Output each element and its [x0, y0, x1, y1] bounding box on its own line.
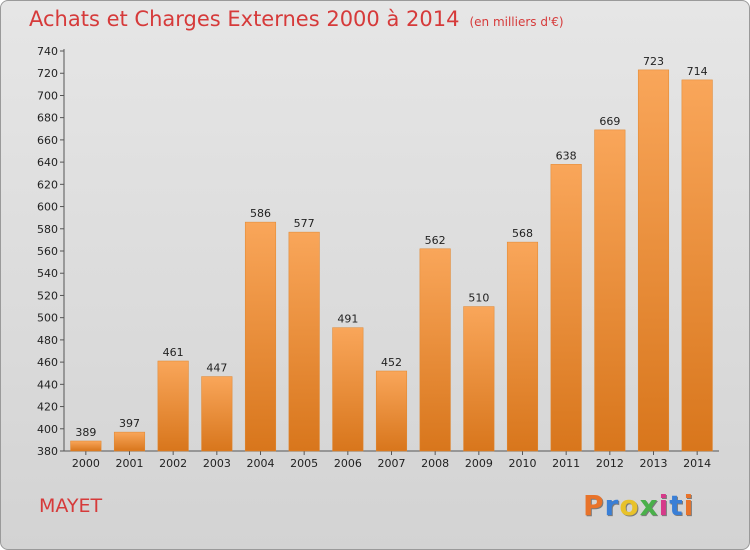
y-tick-label: 620 — [37, 178, 58, 191]
bar-2004 — [244, 221, 277, 452]
bar-2011 — [550, 164, 582, 452]
value-label-2002: 461 — [163, 346, 184, 359]
value-label-2012: 669 — [599, 115, 620, 128]
x-tick-label: 2000 — [72, 457, 100, 470]
value-label-2014: 714 — [687, 65, 708, 78]
y-tick-label: 660 — [37, 134, 58, 147]
bar-2005 — [288, 231, 320, 452]
value-label-2003: 447 — [206, 362, 227, 375]
bar-2002 — [157, 360, 189, 452]
y-tick-label: 420 — [37, 401, 58, 414]
y-tick-label: 480 — [37, 334, 58, 347]
x-tick-label: 2001 — [116, 457, 144, 470]
chart-title: Achats et Charges Externes 2000 à 2014 (e… — [29, 7, 564, 31]
bar-2006 — [332, 327, 364, 452]
y-tick-label: 720 — [37, 67, 58, 80]
value-labels: 389 397 461 447 586 577 491 452 562 510 568 638 669 7… — [75, 55, 707, 439]
x-tick-label: 2002 — [159, 457, 187, 470]
y-tick-label: 440 — [37, 378, 58, 391]
x-tick-label: 2007 — [378, 457, 406, 470]
x-tick-label: 2012 — [596, 457, 624, 470]
value-label-2008: 562 — [425, 234, 446, 247]
value-label-2001: 397 — [119, 417, 140, 430]
y-tick-label: 700 — [37, 89, 58, 102]
value-label-2009: 510 — [468, 292, 489, 305]
bar-2014 — [681, 79, 713, 452]
x-tick-label: 2005 — [290, 457, 318, 470]
y-tick-label: 380 — [37, 445, 58, 458]
x-tick-label: 2004 — [247, 457, 275, 470]
y-tick-label: 580 — [37, 223, 58, 236]
logo-letter: r — [604, 489, 620, 522]
value-label-2010: 568 — [512, 227, 533, 240]
x-tick-label: 2014 — [683, 457, 711, 470]
y-tick-label: 500 — [37, 312, 58, 325]
bar-2008 — [419, 248, 451, 452]
x-tick-label: 2009 — [465, 457, 493, 470]
value-label-2004: 586 — [250, 207, 271, 220]
y-tick-label: 640 — [37, 156, 58, 169]
x-tick-label: 2010 — [509, 457, 537, 470]
value-label-2006: 491 — [337, 313, 358, 326]
commune-name: MAYET — [39, 495, 103, 517]
proxiti-logo: Proxiti — [583, 489, 694, 522]
y-tick-label: 460 — [37, 356, 58, 369]
logo-letter: i — [658, 489, 670, 522]
y-tick-label: 540 — [37, 267, 58, 280]
x-tick-label: 2013 — [640, 457, 668, 470]
axes: 380 400 420 440 460 480 500 520 540 560 580 600 620 6… — [37, 45, 719, 470]
logo-letter: t — [669, 489, 684, 522]
value-label-2007: 452 — [381, 356, 402, 369]
logo-letter: i — [683, 489, 695, 522]
logo-letter: P — [583, 489, 605, 522]
x-tick-label: 2011 — [552, 457, 580, 470]
y-tick-label: 400 — [37, 423, 58, 436]
bar-2009 — [463, 306, 495, 452]
logo-letter: o — [619, 489, 640, 522]
y-tick-label: 740 — [37, 45, 58, 58]
value-label-2013: 723 — [643, 55, 664, 68]
logo-letter: x — [639, 489, 659, 522]
y-tick-label: 680 — [37, 112, 58, 125]
bar-2001 — [113, 431, 146, 452]
chart-subtitle: (en milliers d'€) — [469, 15, 564, 29]
bar-2003 — [201, 376, 233, 452]
value-label-2005: 577 — [294, 217, 315, 230]
x-tick-label: 2006 — [334, 457, 362, 470]
bars — [70, 69, 713, 452]
bar-2013 — [637, 69, 670, 452]
y-tick-label: 600 — [37, 201, 58, 214]
chart-title-text: Achats et Charges Externes 2000 à 2014 — [29, 7, 460, 31]
bar-2007 — [375, 370, 408, 452]
value-label-2011: 638 — [556, 149, 577, 162]
y-tick-label: 520 — [37, 289, 58, 302]
x-tick-label: 2003 — [203, 457, 231, 470]
bar-2000 — [70, 440, 102, 452]
bar-2010 — [506, 241, 539, 452]
x-tick-label: 2008 — [421, 457, 449, 470]
bar-2012 — [594, 129, 626, 452]
y-tick-label: 560 — [37, 245, 58, 258]
value-label-2000: 389 — [75, 426, 96, 439]
